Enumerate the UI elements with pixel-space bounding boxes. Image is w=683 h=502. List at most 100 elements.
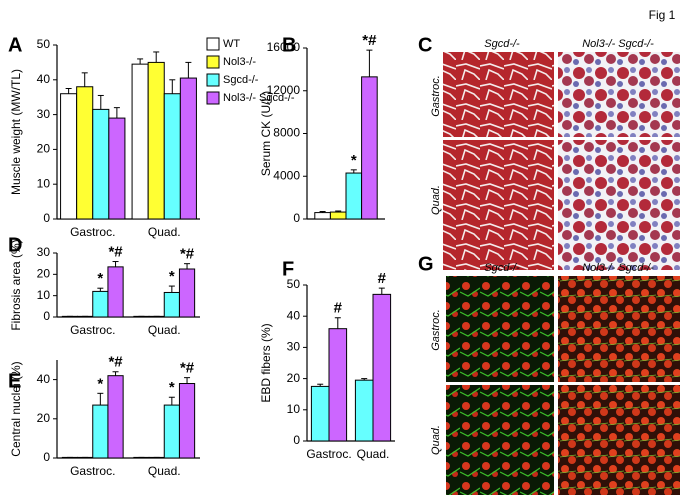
y-axis-label: Serum CK (U/L) (259, 91, 273, 176)
bar (131, 63, 149, 220)
y-tick-label: 10 (287, 402, 301, 416)
significance-label: *# (180, 246, 195, 263)
image-column-label: Sgcd-/- (484, 38, 520, 50)
legend-label: Sgcd-/- (223, 74, 259, 86)
x-tick-label: Gastroc. (70, 323, 115, 337)
micrograph (558, 140, 680, 270)
micrograph (443, 52, 554, 137)
panel-letter: D (8, 234, 22, 256)
y-tick-label: 12000 (267, 83, 301, 97)
y-tick-label: 30 (287, 340, 301, 354)
image-row-label: Quad. (430, 185, 442, 215)
y-tick-label: 40 (37, 72, 51, 86)
panel-letter: A (8, 34, 22, 56)
panel-letter: E (8, 370, 21, 392)
y-tick-label: 0 (43, 450, 50, 464)
panel-letter: G (418, 253, 434, 275)
y-tick-label: 4000 (273, 168, 300, 182)
bar (354, 379, 374, 442)
bar (147, 61, 165, 220)
bar (178, 383, 196, 459)
bar (345, 172, 363, 220)
image-column-label: Nol3-/- Sgcd-/- (582, 38, 654, 50)
bar (314, 212, 331, 220)
significance-label: * (351, 152, 357, 169)
y-axis-label: Muscle weight (MW/TL) (9, 69, 23, 195)
bar (310, 385, 330, 442)
bar (329, 211, 347, 220)
y-tick-label: 10 (37, 288, 51, 302)
micrograph (558, 385, 680, 495)
significance-label: *# (180, 360, 195, 377)
bar (179, 77, 197, 220)
panel-letter: C (418, 34, 432, 56)
y-tick-label: 40 (287, 308, 301, 322)
bar (107, 266, 124, 318)
y-tick-label: 20 (287, 371, 301, 385)
image-row-label: Gastroc. (430, 75, 442, 117)
y-tick-label: 0 (293, 211, 300, 225)
image-column-label: Nol3-/- Sgcd-/- (582, 262, 654, 274)
y-tick-label: 0 (293, 433, 300, 447)
bar (108, 117, 126, 220)
y-tick-label: 10 (37, 176, 51, 190)
x-tick-label: Gastroc. (70, 464, 115, 478)
y-tick-label: 20 (37, 411, 51, 425)
micrograph (443, 140, 554, 270)
bar (76, 86, 94, 220)
bar (60, 93, 78, 220)
bar (328, 328, 348, 442)
panel-letter: B (282, 34, 296, 56)
micrograph (446, 385, 554, 495)
legend-swatch (206, 91, 220, 105)
bar (92, 290, 109, 318)
image-column-label: Sgcd-/- (484, 262, 520, 274)
bar (92, 108, 110, 220)
legend-swatch (206, 37, 220, 51)
bar (361, 76, 378, 220)
bar (178, 268, 196, 318)
y-tick-label: 50 (37, 37, 51, 51)
legend-swatch (206, 73, 220, 87)
x-tick-label: Quad. (148, 464, 181, 478)
legend-label: Nol3-/- Sgcd-/- (223, 92, 295, 104)
y-tick-label: 0 (43, 211, 50, 225)
micrograph (446, 276, 554, 382)
significance-label: * (97, 375, 103, 392)
micrograph (558, 52, 680, 137)
bar (372, 293, 392, 442)
significance-label: *# (108, 244, 123, 261)
significance-label: # (378, 270, 387, 287)
significance-label: *# (108, 354, 123, 371)
y-axis-label: Central nuclei (%) (9, 361, 23, 456)
micrograph (558, 276, 680, 382)
legend-label: WT (223, 38, 240, 50)
x-tick-label: Gastroc. (70, 225, 115, 239)
y-tick-label: 8000 (273, 126, 300, 140)
significance-label: # (334, 300, 343, 317)
image-row-label: Quad. (430, 425, 442, 455)
x-tick-label: Gastroc. (306, 447, 351, 461)
significance-label: * (169, 268, 175, 285)
panel-letter: F (282, 258, 294, 280)
bar (107, 375, 124, 459)
y-tick-label: 40 (37, 372, 51, 386)
legend-swatch (206, 55, 220, 69)
y-tick-label: 30 (37, 245, 51, 259)
image-row-label: Gastroc. (430, 309, 442, 351)
bar (163, 93, 181, 220)
significance-label: * (97, 270, 103, 287)
y-tick-label: 20 (37, 267, 51, 281)
y-axis-label: EBD fibers (%) (259, 323, 273, 402)
y-axis-label: Fibrosis area (%) (9, 239, 23, 330)
figure-label: Fig 1 (649, 8, 676, 22)
y-tick-label: 20 (37, 142, 51, 156)
y-tick-label: 50 (287, 277, 301, 291)
x-tick-label: Quad. (148, 323, 181, 337)
bar (163, 291, 180, 318)
significance-label: * (169, 379, 175, 396)
x-tick-label: Quad. (148, 225, 181, 239)
bar (163, 404, 180, 459)
y-tick-label: 0 (43, 309, 50, 323)
